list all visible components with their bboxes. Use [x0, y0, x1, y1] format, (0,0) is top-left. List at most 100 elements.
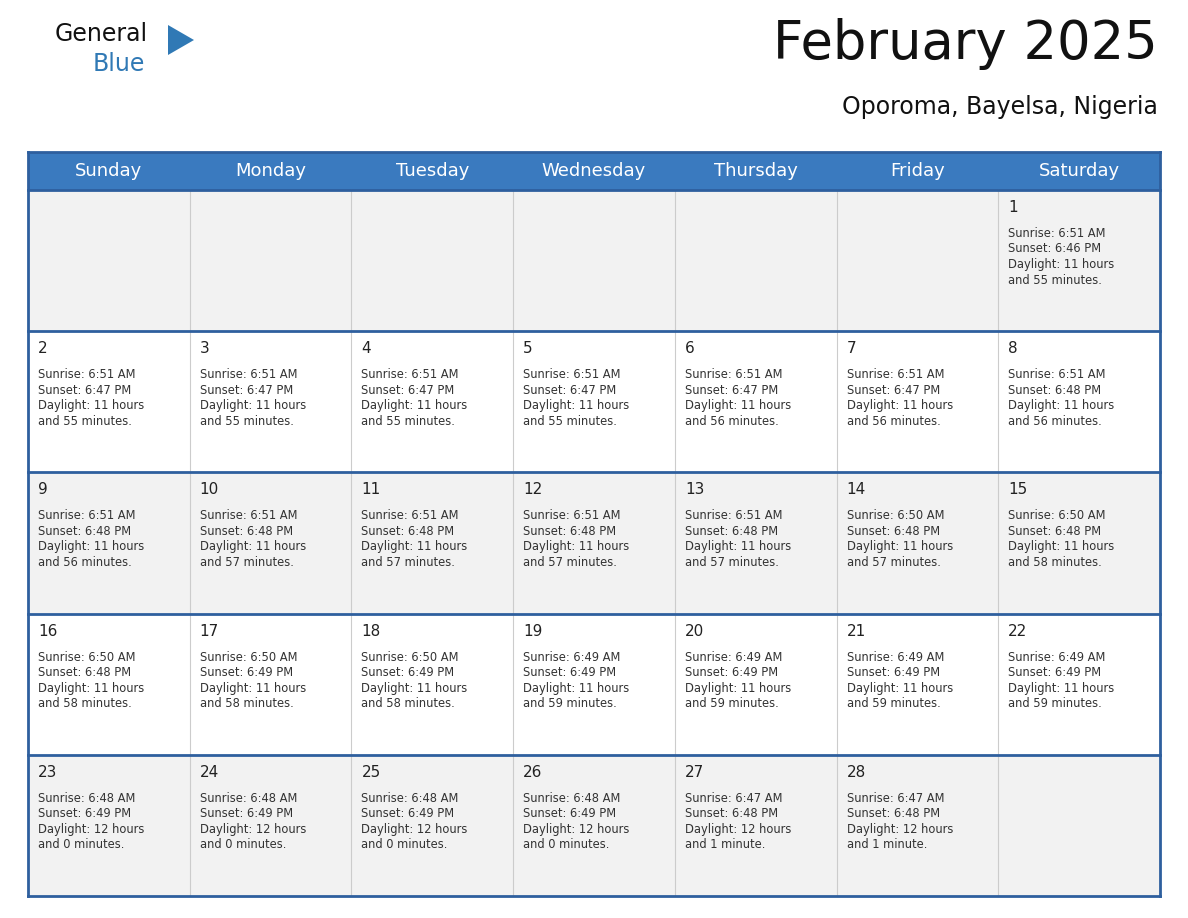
- Text: and 55 minutes.: and 55 minutes.: [523, 415, 617, 428]
- Text: Sunday: Sunday: [75, 162, 143, 180]
- Bar: [29, 473, 1159, 613]
- Text: Sunset: 6:49 PM: Sunset: 6:49 PM: [1009, 666, 1101, 679]
- Text: Sunrise: 6:51 AM: Sunrise: 6:51 AM: [847, 368, 944, 381]
- Text: and 56 minutes.: and 56 minutes.: [1009, 415, 1102, 428]
- Text: Daylight: 11 hours: Daylight: 11 hours: [38, 681, 144, 695]
- Text: Sunset: 6:48 PM: Sunset: 6:48 PM: [847, 807, 940, 821]
- Text: Sunrise: 6:51 AM: Sunrise: 6:51 AM: [1009, 227, 1106, 240]
- Text: and 55 minutes.: and 55 minutes.: [38, 415, 132, 428]
- Text: and 57 minutes.: and 57 minutes.: [200, 556, 293, 569]
- Text: and 1 minute.: and 1 minute.: [847, 838, 927, 851]
- Text: and 58 minutes.: and 58 minutes.: [200, 697, 293, 711]
- Bar: [29, 613, 1159, 755]
- Text: Sunrise: 6:51 AM: Sunrise: 6:51 AM: [523, 368, 620, 381]
- Text: 12: 12: [523, 482, 543, 498]
- Text: Daylight: 11 hours: Daylight: 11 hours: [684, 541, 791, 554]
- Text: Sunrise: 6:50 AM: Sunrise: 6:50 AM: [200, 651, 297, 664]
- Text: Sunrise: 6:48 AM: Sunrise: 6:48 AM: [200, 792, 297, 805]
- Text: Sunrise: 6:48 AM: Sunrise: 6:48 AM: [523, 792, 620, 805]
- Text: Sunset: 6:48 PM: Sunset: 6:48 PM: [200, 525, 292, 538]
- Text: Sunrise: 6:47 AM: Sunrise: 6:47 AM: [684, 792, 783, 805]
- Text: Daylight: 12 hours: Daylight: 12 hours: [361, 823, 468, 835]
- Text: 8: 8: [1009, 341, 1018, 356]
- Text: 3: 3: [200, 341, 209, 356]
- Text: Sunset: 6:48 PM: Sunset: 6:48 PM: [523, 525, 617, 538]
- Text: Sunset: 6:47 PM: Sunset: 6:47 PM: [200, 384, 293, 397]
- Text: Sunset: 6:48 PM: Sunset: 6:48 PM: [684, 807, 778, 821]
- Text: Sunset: 6:49 PM: Sunset: 6:49 PM: [200, 666, 292, 679]
- Text: and 56 minutes.: and 56 minutes.: [847, 415, 941, 428]
- Text: Sunrise: 6:51 AM: Sunrise: 6:51 AM: [361, 368, 459, 381]
- Text: and 56 minutes.: and 56 minutes.: [684, 415, 778, 428]
- Text: 4: 4: [361, 341, 371, 356]
- Text: 27: 27: [684, 765, 704, 779]
- Text: 16: 16: [38, 623, 57, 639]
- Bar: [29, 331, 1159, 473]
- Text: Sunrise: 6:48 AM: Sunrise: 6:48 AM: [38, 792, 135, 805]
- Text: Daylight: 11 hours: Daylight: 11 hours: [200, 541, 307, 554]
- Text: and 55 minutes.: and 55 minutes.: [200, 415, 293, 428]
- Text: Daylight: 11 hours: Daylight: 11 hours: [523, 399, 630, 412]
- Text: Daylight: 11 hours: Daylight: 11 hours: [684, 399, 791, 412]
- Text: Sunset: 6:49 PM: Sunset: 6:49 PM: [200, 807, 292, 821]
- Text: 18: 18: [361, 623, 380, 639]
- Text: Sunrise: 6:51 AM: Sunrise: 6:51 AM: [523, 509, 620, 522]
- Bar: [29, 152, 1159, 190]
- Text: Daylight: 12 hours: Daylight: 12 hours: [847, 823, 953, 835]
- Text: and 0 minutes.: and 0 minutes.: [523, 838, 609, 851]
- Text: Sunrise: 6:49 AM: Sunrise: 6:49 AM: [523, 651, 620, 664]
- Text: Sunset: 6:48 PM: Sunset: 6:48 PM: [1009, 384, 1101, 397]
- Text: Wednesday: Wednesday: [542, 162, 646, 180]
- Text: 10: 10: [200, 482, 219, 498]
- Text: Thursday: Thursday: [714, 162, 797, 180]
- Text: Daylight: 11 hours: Daylight: 11 hours: [847, 681, 953, 695]
- Text: Sunset: 6:48 PM: Sunset: 6:48 PM: [847, 525, 940, 538]
- Text: 19: 19: [523, 623, 543, 639]
- Text: Daylight: 11 hours: Daylight: 11 hours: [200, 399, 307, 412]
- Text: 14: 14: [847, 482, 866, 498]
- Text: Sunset: 6:49 PM: Sunset: 6:49 PM: [361, 807, 455, 821]
- Text: and 57 minutes.: and 57 minutes.: [847, 556, 941, 569]
- Text: Sunset: 6:49 PM: Sunset: 6:49 PM: [38, 807, 131, 821]
- Text: 25: 25: [361, 765, 380, 779]
- Text: Sunset: 6:48 PM: Sunset: 6:48 PM: [684, 525, 778, 538]
- Text: Sunset: 6:47 PM: Sunset: 6:47 PM: [523, 384, 617, 397]
- Text: Daylight: 11 hours: Daylight: 11 hours: [361, 541, 468, 554]
- Text: Sunrise: 6:50 AM: Sunrise: 6:50 AM: [847, 509, 944, 522]
- Text: Daylight: 11 hours: Daylight: 11 hours: [523, 681, 630, 695]
- Text: and 56 minutes.: and 56 minutes.: [38, 556, 132, 569]
- Text: Sunrise: 6:49 AM: Sunrise: 6:49 AM: [847, 651, 944, 664]
- Text: 24: 24: [200, 765, 219, 779]
- Text: Oporoma, Bayelsa, Nigeria: Oporoma, Bayelsa, Nigeria: [842, 95, 1158, 119]
- Text: Daylight: 11 hours: Daylight: 11 hours: [1009, 681, 1114, 695]
- Text: and 57 minutes.: and 57 minutes.: [361, 556, 455, 569]
- Text: and 58 minutes.: and 58 minutes.: [361, 697, 455, 711]
- Text: 22: 22: [1009, 623, 1028, 639]
- Text: and 57 minutes.: and 57 minutes.: [523, 556, 617, 569]
- Text: 9: 9: [38, 482, 48, 498]
- Bar: [29, 755, 1159, 896]
- Text: Daylight: 11 hours: Daylight: 11 hours: [847, 541, 953, 554]
- Text: Daylight: 11 hours: Daylight: 11 hours: [38, 399, 144, 412]
- Text: 1: 1: [1009, 200, 1018, 215]
- Text: 17: 17: [200, 623, 219, 639]
- Text: Sunset: 6:47 PM: Sunset: 6:47 PM: [847, 384, 940, 397]
- Text: Sunset: 6:48 PM: Sunset: 6:48 PM: [1009, 525, 1101, 538]
- Text: 15: 15: [1009, 482, 1028, 498]
- Text: and 55 minutes.: and 55 minutes.: [361, 415, 455, 428]
- Text: Daylight: 11 hours: Daylight: 11 hours: [361, 681, 468, 695]
- Polygon shape: [168, 25, 194, 55]
- Text: Sunset: 6:47 PM: Sunset: 6:47 PM: [38, 384, 131, 397]
- Text: 2: 2: [38, 341, 48, 356]
- Text: Sunrise: 6:49 AM: Sunrise: 6:49 AM: [1009, 651, 1106, 664]
- Text: Sunrise: 6:51 AM: Sunrise: 6:51 AM: [684, 509, 783, 522]
- Text: Sunset: 6:49 PM: Sunset: 6:49 PM: [847, 666, 940, 679]
- Text: and 58 minutes.: and 58 minutes.: [38, 697, 132, 711]
- Text: Sunrise: 6:51 AM: Sunrise: 6:51 AM: [684, 368, 783, 381]
- Text: Daylight: 12 hours: Daylight: 12 hours: [523, 823, 630, 835]
- Text: 28: 28: [847, 765, 866, 779]
- Text: and 1 minute.: and 1 minute.: [684, 838, 765, 851]
- Text: Sunrise: 6:51 AM: Sunrise: 6:51 AM: [38, 509, 135, 522]
- Text: 6: 6: [684, 341, 695, 356]
- Text: Sunset: 6:46 PM: Sunset: 6:46 PM: [1009, 242, 1101, 255]
